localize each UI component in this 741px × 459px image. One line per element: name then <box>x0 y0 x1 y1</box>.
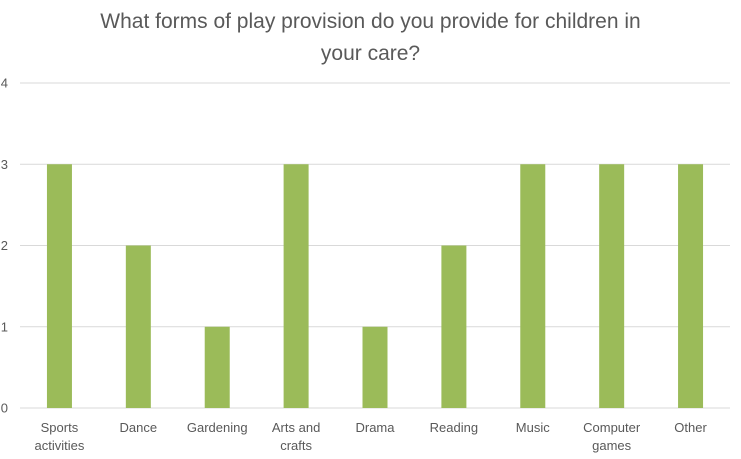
bar-reading <box>441 245 467 408</box>
x-tick-label-8: Other <box>674 420 707 435</box>
y-tick-label-2: 2 <box>1 238 8 253</box>
x-tick-label-1: Dance <box>120 420 158 435</box>
x-tick-label-2: Gardening <box>187 420 248 435</box>
chart-title: What forms of play provision do you prov… <box>0 6 741 70</box>
chart-title-line-2: your care? <box>320 42 421 65</box>
x-tick-label-3: Arts and crafts <box>272 420 320 453</box>
x-tick-label-4: Drama <box>355 420 395 435</box>
y-tick-label-1: 1 <box>1 319 8 334</box>
bar-sports-activities <box>46 164 72 408</box>
x-tick-label-5: Reading <box>430 420 478 435</box>
y-tick-label-4: 4 <box>1 76 8 91</box>
bar-dance <box>125 245 151 408</box>
y-tick-label-3: 3 <box>1 157 8 172</box>
bar-arts-and-crafts <box>283 164 309 408</box>
bar-music <box>520 164 546 408</box>
bar-other <box>678 164 704 408</box>
bar-computer-games <box>599 164 625 408</box>
bar-gardening <box>204 326 230 408</box>
bar-drama <box>362 326 388 408</box>
chart-title-line-1: What forms of play provision do you prov… <box>100 10 641 33</box>
y-tick-label-0: 0 <box>1 401 8 416</box>
x-tick-label-0: Sports activities <box>35 420 85 453</box>
x-tick-label-7: Computer games <box>583 420 641 453</box>
x-tick-label-6: Music <box>516 420 550 435</box>
